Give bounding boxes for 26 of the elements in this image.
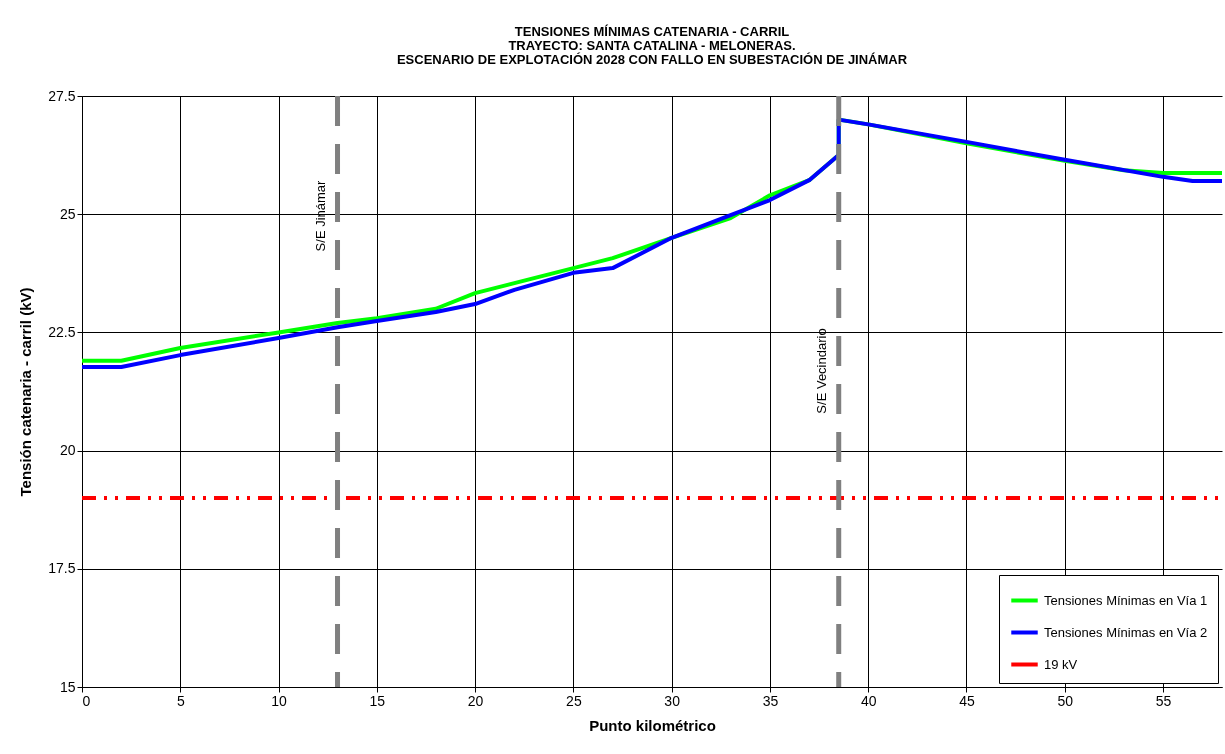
legend-label: Tensiones Mínimas en Vía 2: [1044, 624, 1208, 640]
y-tick-label: 20: [59, 442, 76, 459]
x-tick-label: 0: [82, 692, 91, 709]
legend-label: 19 kV: [1044, 656, 1078, 672]
ref-line-label: S/E Jinámar: [312, 179, 328, 252]
x-axis-title: Punto kilométrico: [589, 716, 716, 734]
x-tick-label: 25: [566, 692, 582, 709]
chart-title: TENSIONES MÍNIMAS CATENARIA - CARRIL TRAYECTO: SANTA CATALINA - MELONERAS. ESCENARIO DE EXPLOTACIÓN 2028 CON FALLO EN SUBESTACIÓN DE JINÁMAR: [396, 24, 908, 67]
legend-label: Tensiones Mínimas en Vía 1: [1044, 592, 1208, 608]
y-tick-label: 25: [59, 205, 76, 222]
y-axis-title: Tensión catenaria - carril (kV): [17, 287, 35, 497]
x-tick-label: 40: [860, 692, 877, 709]
y-tick-label: 22.5: [48, 323, 76, 340]
ref-line-label: S/E Vecindario: [813, 328, 829, 414]
x-tick-label: 5: [176, 692, 185, 709]
x-tick-label: 35: [762, 692, 779, 709]
x-tick-label: 10: [271, 692, 288, 709]
x-tick-label: 30: [664, 692, 681, 709]
y-tick-label: 15: [59, 678, 76, 695]
x-tick-label: 20: [467, 692, 484, 709]
x-tick-label: 45: [959, 692, 975, 709]
x-tick-label: 50: [1057, 692, 1074, 709]
x-tick-label: 15: [369, 692, 386, 709]
y-tick-label: 27.5: [48, 87, 76, 104]
x-tick-label: 55: [1155, 692, 1172, 709]
y-tick-label: 17.5: [48, 560, 76, 577]
